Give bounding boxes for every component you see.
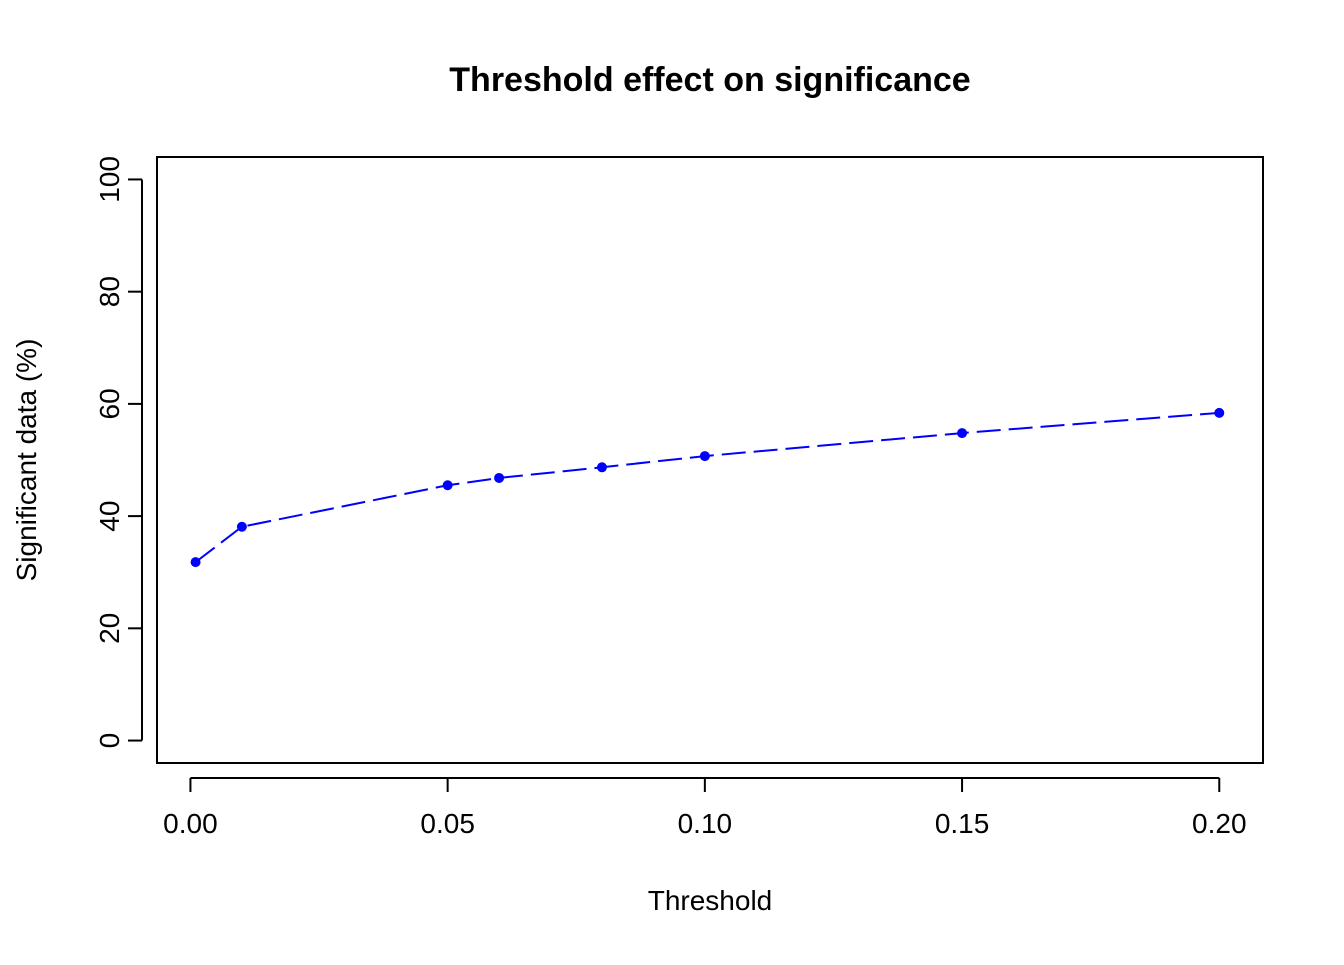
x-axis: 0.00 0.05 0.10 0.15 0.20 [163,777,1247,839]
y-tick-label: 20 [94,613,125,644]
chart-title: Threshold effect on significance [449,61,970,99]
x-tick-label: 0.10 [678,808,733,839]
y-tick-label: 60 [94,388,125,419]
data-point [596,462,607,473]
x-tick-label: 0.00 [163,808,218,839]
series-layer [190,407,1225,568]
x-tick-label: 0.15 [935,808,990,839]
plot-frame [156,156,1264,764]
data-point [957,428,968,439]
data-point [442,480,453,491]
y-tick-label: 100 [94,156,125,203]
y-tick-label: 40 [94,501,125,532]
data-point [1214,407,1225,418]
data-point [699,451,710,462]
y-axis-title: Significant data (%) [11,339,42,582]
data-point [236,521,247,532]
x-tick-label: 0.05 [420,808,475,839]
y-tick-label: 0 [94,733,125,749]
y-tick-label: 80 [94,276,125,307]
data-point [494,472,505,483]
y-axis: 0 20 40 60 80 100 [94,156,143,749]
data-point [190,557,201,568]
x-tick-label: 0.20 [1192,808,1247,839]
series-line [194,411,1220,563]
x-axis-title: Threshold [648,885,773,916]
